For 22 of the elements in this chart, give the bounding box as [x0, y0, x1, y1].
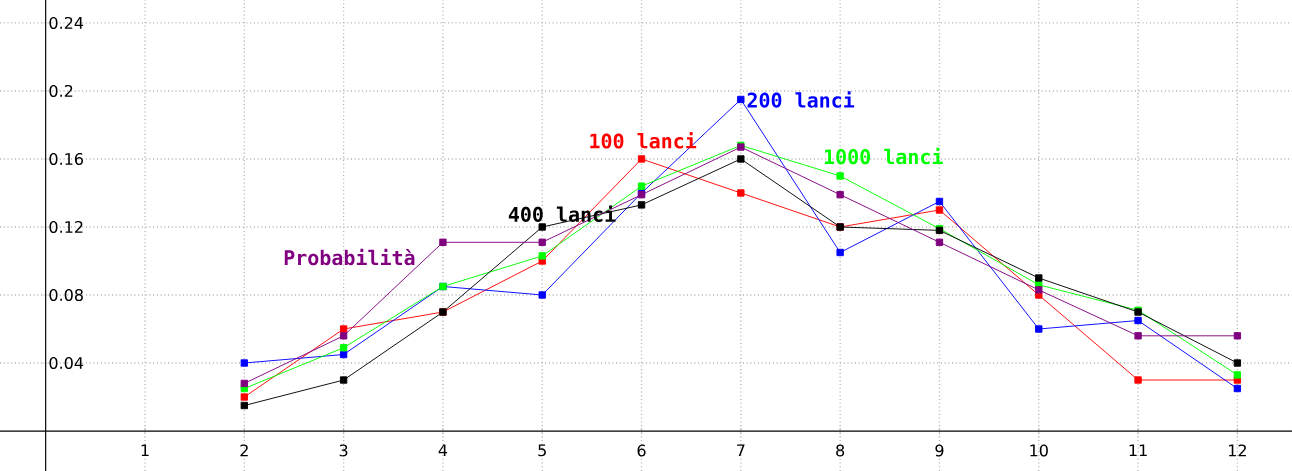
series-label: 200 lanci — [747, 91, 855, 108]
y-tick-label: 0.04 — [49, 356, 84, 370]
series-label: 100 lanci — [590, 132, 697, 149]
y-tick-label: 0.2 — [49, 84, 73, 98]
x-tick-label: 11 — [1129, 444, 1147, 457]
y-tick-label: 0.08 — [49, 288, 83, 302]
x-tick-label: 7 — [737, 444, 745, 457]
x-tick-label: 4 — [438, 444, 448, 457]
y-tick-label: 0.12 — [49, 220, 83, 234]
y-tick-label: 0.16 — [49, 152, 84, 166]
x-tick-label: 12 — [1228, 444, 1246, 457]
x-tick-label: 6 — [637, 444, 646, 457]
x-tick-label: 5 — [538, 444, 546, 457]
x-tick-label: 3 — [339, 444, 348, 457]
x-tick-label: 10 — [1030, 444, 1048, 457]
y-tick-label: 0.24 — [49, 16, 84, 29]
x-tick-label: 8 — [836, 444, 845, 457]
x-tick-label: 9 — [935, 444, 944, 457]
x-tick-label: 2 — [240, 444, 248, 457]
series-label: Probabilità — [284, 248, 415, 266]
x-tick-label: 1 — [141, 444, 149, 457]
series-label: 1000 lanci — [824, 147, 943, 165]
